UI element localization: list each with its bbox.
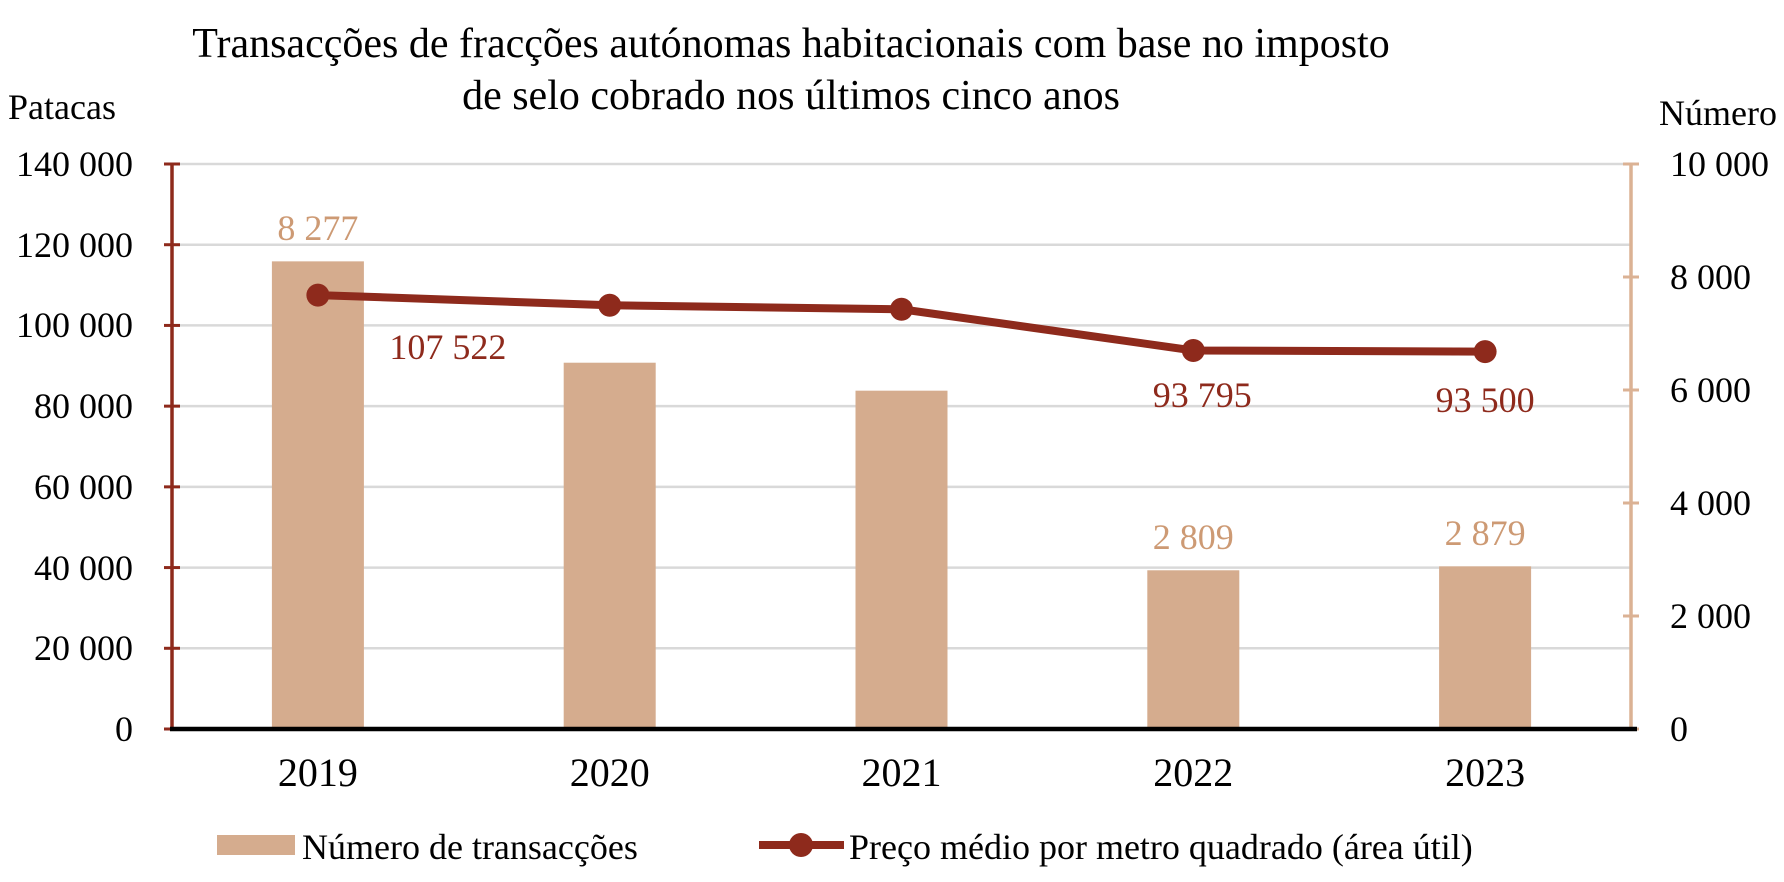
line-point-2022 [1181, 338, 1205, 362]
left-axis-tick-label: 60 000 [34, 466, 133, 507]
right-axis-tick-label: 0 [1670, 709, 1688, 749]
x-axis-label-2021: 2021 [861, 750, 942, 795]
line-point-2021 [890, 297, 913, 321]
chart-title: Transacções de fracções autónomas habita… [161, 18, 1421, 122]
line-data-label: 93 500 [1435, 379, 1535, 420]
right-axis-tick-label: 2 000 [1670, 596, 1751, 636]
left-axis-title: Patacas [8, 87, 116, 127]
line-point-2020 [598, 293, 622, 317]
line-point-2023 [1473, 340, 1497, 364]
bar-2019 [271, 261, 364, 729]
x-axis-label-2020: 2020 [569, 750, 650, 795]
right-axis-tick-label: 6 000 [1670, 370, 1751, 410]
bar-data-label: 8 277 [277, 208, 359, 249]
x-axis-label-2019: 2019 [277, 750, 358, 795]
x-axis-label-2022: 2022 [1153, 750, 1234, 795]
x-axis-label-2023: 2023 [1445, 750, 1526, 795]
left-axis-tick-label: 120 000 [16, 224, 133, 265]
bar-2020 [563, 362, 656, 729]
chart-title-line-1: Transacções de fracções autónomas habita… [192, 21, 1390, 67]
bar-2022 [1147, 570, 1240, 729]
bar-2021 [855, 390, 948, 729]
line-point-2019 [306, 283, 330, 307]
chart-title-line-2: de selo cobrado nos últimos cinco anos [462, 73, 1120, 119]
bar-2023 [1439, 566, 1532, 729]
line-data-label: 107 522 [389, 327, 507, 368]
right-axis-tick-label: 8 000 [1670, 257, 1751, 297]
right-axis-title: Número [1659, 93, 1777, 133]
left-axis-tick-label: 140 000 [16, 144, 133, 184]
bar-data-label: 2 879 [1444, 513, 1526, 554]
right-axis-tick-label: 10 000 [1670, 144, 1769, 184]
left-axis-tick-label: 100 000 [16, 305, 133, 346]
bar-data-label: 2 809 [1152, 517, 1234, 558]
right-axis-tick-label: 4 000 [1670, 483, 1751, 523]
left-axis-tick-label: 80 000 [34, 386, 133, 427]
left-axis-tick-label: 40 000 [34, 547, 133, 588]
left-axis-tick-label: 20 000 [34, 628, 133, 669]
left-axis-tick-label: 0 [115, 709, 133, 749]
line-data-label: 93 795 [1152, 375, 1252, 416]
